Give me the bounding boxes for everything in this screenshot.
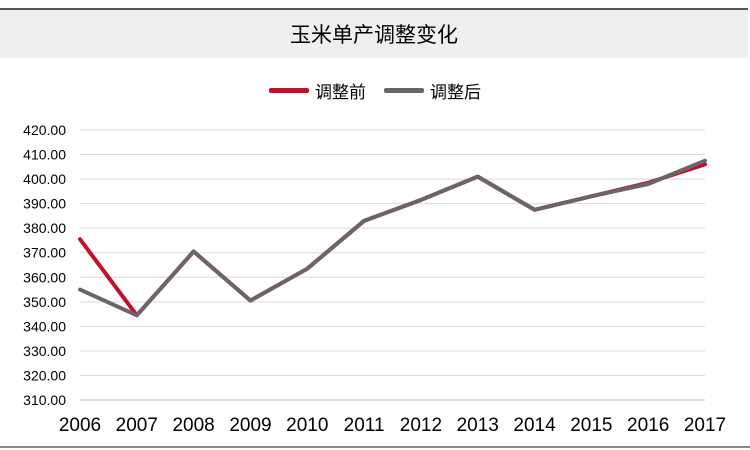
x-tick-label: 2016 — [627, 415, 669, 436]
legend-swatch-after — [384, 88, 424, 93]
legend-label-before: 调整前 — [315, 83, 366, 103]
y-tick-label: 370.00 — [23, 245, 66, 261]
series-line-before — [78, 162, 707, 318]
y-tick-label: 390.00 — [23, 196, 66, 212]
legend-item-before: 调整前 — [269, 78, 366, 103]
x-tick-label: 2008 — [172, 415, 214, 436]
x-tick-label: 2012 — [400, 415, 442, 436]
legend-swatch-before — [269, 88, 309, 93]
y-tick-label: 410.00 — [23, 147, 66, 163]
x-tick-label: 2017 — [684, 415, 726, 436]
x-tick-label: 2015 — [570, 415, 612, 436]
gridlines — [80, 129, 705, 401]
chart-title-bar: 玉米单产调整变化 — [0, 8, 748, 58]
y-tick-label: 400.00 — [23, 171, 66, 187]
series-lines — [78, 158, 707, 318]
y-tick-label: 380.00 — [23, 220, 66, 236]
y-tick-label: 320.00 — [23, 367, 66, 383]
legend: 调整前 调整后 — [0, 78, 750, 103]
x-tick-label: 2011 — [344, 415, 385, 436]
chart-title: 玉米单产调整变化 — [290, 23, 458, 47]
bottom-rule — [0, 446, 750, 448]
x-axis: 2006 2007 2008 2009 2010 2011 2012 2013 2014 2015… — [59, 399, 726, 436]
x-tick-label: 2010 — [286, 415, 328, 436]
y-tick-label: 340.00 — [23, 318, 66, 334]
x-tick-label: 2014 — [513, 415, 556, 436]
y-tick-label: 330.00 — [23, 343, 66, 359]
x-tick-label: 2013 — [457, 415, 499, 436]
legend-item-after: 调整后 — [384, 78, 481, 103]
y-tick-label: 360.00 — [23, 269, 66, 285]
y-axis: 310.00 320.00 330.00 340.00 350.00 360.00 370.… — [23, 122, 66, 408]
legend-label-after: 调整后 — [430, 83, 481, 103]
x-tick-label: 2006 — [59, 415, 101, 436]
x-tick-label: 2007 — [116, 415, 158, 436]
y-tick-label: 350.00 — [23, 294, 66, 310]
y-tick-label: 420.00 — [23, 122, 66, 138]
x-tick-label: 2009 — [229, 415, 271, 436]
y-tick-label: 310.00 — [23, 392, 66, 408]
series-line-after — [78, 158, 707, 318]
